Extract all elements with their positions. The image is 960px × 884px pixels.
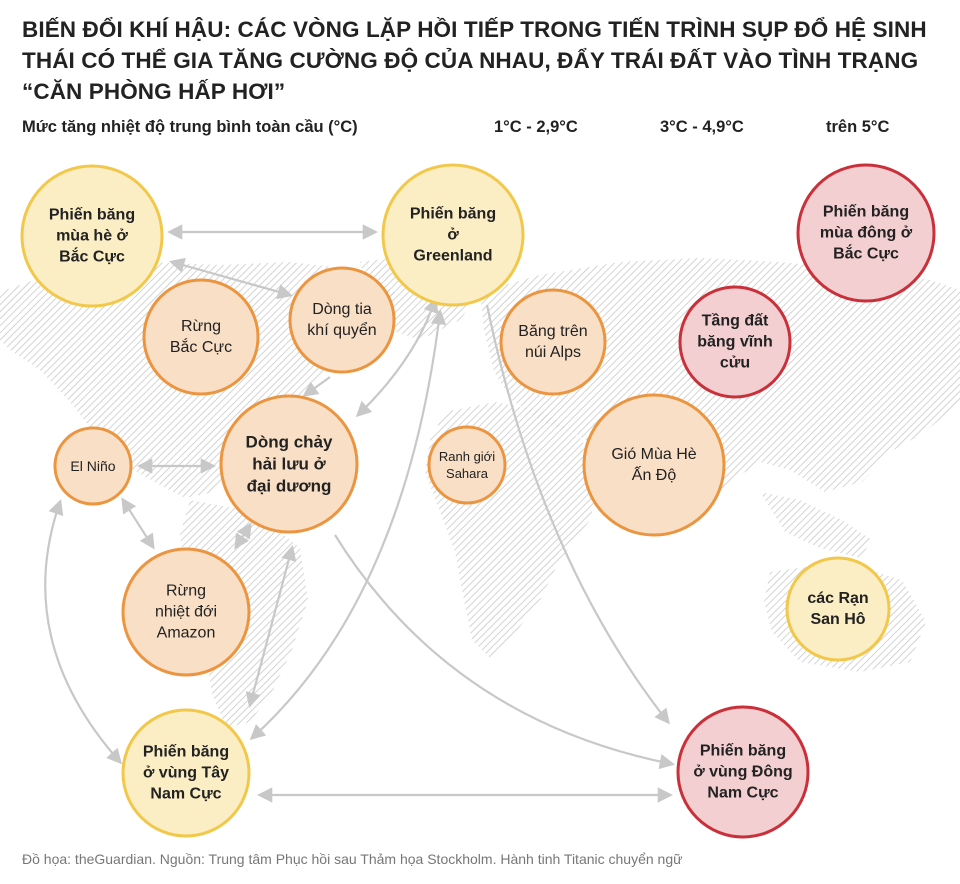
map-southeast-asia bbox=[760, 492, 872, 558]
bubble-label-east-antarctic-ice: Phiến băng bbox=[700, 743, 786, 760]
bubble-label-east-antarctic-ice: Nam Cực bbox=[707, 784, 778, 801]
bubble-label-west-antarctic-ice: Phiến băng bbox=[143, 744, 229, 761]
arrow-elnino-amazon bbox=[121, 497, 155, 550]
bubble-label-alpine-glaciers: Băng trên bbox=[518, 323, 587, 340]
bubble-label-ocean-circulation: Dòng chảy bbox=[246, 432, 333, 451]
bubble-circle-alpine-glaciers bbox=[499, 288, 607, 396]
bubble-circle-arctic-summer-ice bbox=[20, 164, 164, 308]
bubble-label-permafrost: cửu bbox=[720, 354, 750, 371]
bubble-label-el-nino: El Niño bbox=[70, 458, 115, 474]
bubble-label-coral-reefs: các Rạn bbox=[807, 590, 868, 607]
bubble-circle-boreal-forest bbox=[142, 278, 260, 396]
source-credit: Đồ họa: theGuardian. Nguồn: Trung tâm Ph… bbox=[22, 851, 683, 867]
bubble-label-sahara-boundary: Ranh giới bbox=[439, 449, 495, 464]
bubble-label-east-antarctic-ice: ở vùng Đông bbox=[693, 764, 792, 781]
arrow-ocean-eastantarctic bbox=[334, 534, 676, 770]
bubble-circle-greenland-ice bbox=[381, 163, 525, 307]
bubble-circle-indian-monsoon bbox=[582, 393, 726, 537]
bubble-coral-reefs: các Rạn San Hô bbox=[785, 556, 891, 662]
bubble-label-alpine-glaciers: núi Alps bbox=[525, 344, 581, 361]
bubble-permafrost: Tầng đất băng vĩnh cửu bbox=[678, 285, 792, 399]
bubble-amazon-rainforest: Rừng nhiệt đới Amazon bbox=[121, 547, 251, 677]
bubble-label-arctic-winter-ice: Bắc Cực bbox=[833, 243, 899, 262]
bubble-label-arctic-summer-ice: mùa hè ở bbox=[56, 228, 128, 245]
arrow-arctic-summer-jetstream bbox=[169, 257, 293, 300]
bubble-circle-coral-reefs bbox=[785, 556, 891, 662]
bubble-alpine-glaciers: Băng trên núi Alps bbox=[499, 288, 607, 396]
bubble-label-jet-stream: khí quyển bbox=[307, 321, 376, 339]
bubble-label-ocean-circulation: hải lưu ở bbox=[252, 455, 326, 474]
bubble-label-coral-reefs: San Hô bbox=[810, 611, 865, 628]
bubble-label-boreal-forest: Bắc Cực bbox=[170, 337, 232, 356]
legend-level-2: 3°C - 4,9°C bbox=[660, 118, 744, 136]
bubble-circle-arctic-winter-ice bbox=[796, 163, 936, 303]
legend-level-3: trên 5°C bbox=[826, 118, 890, 136]
bubble-label-permafrost: Tầng đất bbox=[702, 313, 769, 330]
bubble-east-antarctic-ice: Phiến băng ở vùng Đông Nam Cực bbox=[676, 705, 810, 839]
bubble-circle-ocean-circulation bbox=[219, 394, 359, 534]
bubble-boreal-forest: Rừng Bắc Cực bbox=[142, 278, 260, 396]
bubble-label-indian-monsoon: Gió Mùa Hè bbox=[611, 446, 696, 463]
bubble-label-sahara-boundary: Sahara bbox=[446, 466, 489, 481]
bubble-label-arctic-summer-ice: Bắc Cực bbox=[59, 246, 125, 265]
temperature-scale-label: Mức tăng nhiệt độ trung bình toàn cầu (°… bbox=[22, 118, 358, 136]
bubble-label-west-antarctic-ice: ở vùng Tây bbox=[143, 765, 229, 782]
bubble-circle-west-antarctic-ice bbox=[121, 708, 251, 838]
bubble-label-arctic-winter-ice: mùa đông ở bbox=[820, 225, 913, 242]
bubble-ocean-circulation: Dòng chảy hải lưu ở đại dương bbox=[219, 394, 359, 534]
bubble-circle-sahara-boundary bbox=[427, 425, 507, 505]
bubble-label-arctic-winter-ice: Phiến băng bbox=[823, 204, 909, 221]
bubble-label-amazon-rainforest: nhiệt đới bbox=[155, 604, 217, 621]
bubble-label-amazon-rainforest: Rừng bbox=[166, 583, 206, 600]
feedback-arrows bbox=[44, 224, 676, 803]
page-title: BIẾN ĐỔI KHÍ HẬU: CÁC VÒNG LẶP HỒI TIẾP … bbox=[22, 17, 927, 104]
bubble-west-antarctic-ice: Phiến băng ở vùng Tây Nam Cực bbox=[121, 708, 251, 838]
bubble-label-indian-monsoon: Ấn Độ bbox=[632, 465, 677, 484]
bubble-jet-stream: Dòng tia khí quyển bbox=[288, 266, 396, 374]
bubble-label-greenland-ice: Phiến băng bbox=[410, 206, 496, 223]
bubble-indian-monsoon: Gió Mùa Hè Ấn Độ bbox=[582, 393, 726, 537]
arrow-greenland-westantarctic bbox=[249, 308, 447, 741]
bubble-greenland-ice: Phiến băng ở Greenland bbox=[381, 163, 525, 307]
bubble-circle-jet-stream bbox=[288, 266, 396, 374]
bubble-circle-amazon-rainforest bbox=[121, 547, 251, 677]
bubble-label-boreal-forest: Rừng bbox=[181, 318, 221, 335]
arrow-greenland-eastantarctic bbox=[485, 304, 670, 725]
bubble-label-west-antarctic-ice: Nam Cực bbox=[150, 785, 221, 802]
bubble-circle-permafrost bbox=[678, 285, 792, 399]
arrow-elnino-westantarctic bbox=[44, 499, 123, 765]
bubble-label-amazon-rainforest: Amazon bbox=[157, 624, 216, 641]
bubble-label-greenland-ice: ở bbox=[447, 227, 459, 244]
bubble-sahara-boundary: Ranh giới Sahara bbox=[427, 425, 507, 505]
bubble-circle-el-nino bbox=[53, 426, 133, 506]
arrow-ocean-amazon bbox=[234, 522, 252, 550]
bubble-label-arctic-summer-ice: Phiến băng bbox=[49, 207, 135, 224]
legend-level-1: 1°C - 2,9°C bbox=[494, 118, 578, 136]
bubble-label-ocean-circulation: đại dương bbox=[247, 477, 332, 496]
bubble-circle-east-antarctic-ice bbox=[676, 705, 810, 839]
bubble-label-greenland-ice: Greenland bbox=[413, 247, 492, 264]
bubble-el-nino: El Niño bbox=[53, 426, 133, 506]
bubble-label-permafrost: băng vĩnh bbox=[697, 334, 773, 351]
bubble-label-jet-stream: Dòng tia bbox=[312, 301, 372, 318]
